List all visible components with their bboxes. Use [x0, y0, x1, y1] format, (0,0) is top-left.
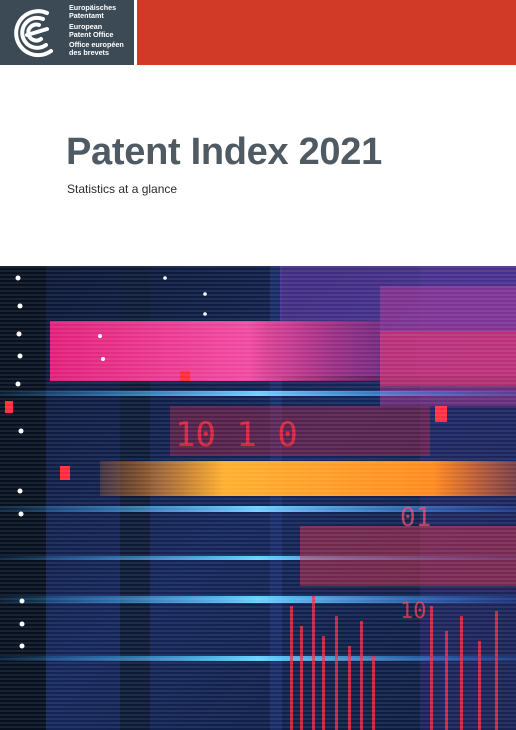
cover-image: 10 1 0 01 10 — [0, 266, 516, 730]
logo-line-de-1: Europäisches — [69, 3, 117, 12]
header-divider — [134, 0, 137, 65]
data-center-illustration: 10 1 0 01 10 — [0, 266, 516, 730]
page-title: Patent Index 2021 — [66, 131, 382, 173]
epo-logo-icon — [14, 9, 53, 58]
logo-line-en-2: Patent Office — [69, 29, 114, 39]
logo-line-fr-2: des brevets — [69, 48, 109, 58]
epo-logo: Europäisches Patentamt European Patent O… — [0, 0, 134, 65]
logo-line-fr-1: Office européen — [69, 40, 124, 50]
logo-line-de-2: Patentamt — [69, 11, 104, 21]
header-band: Europäisches Patentamt European Patent O… — [0, 0, 516, 65]
page-subtitle: Statistics at a glance — [67, 182, 178, 196]
logo-line-en-1: European — [69, 21, 103, 31]
logo-text: Europäisches Patentamt European Patent O… — [69, 3, 124, 58]
